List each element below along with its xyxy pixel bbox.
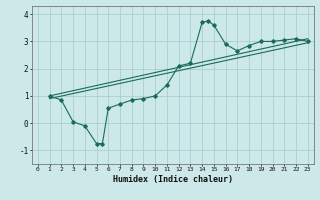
X-axis label: Humidex (Indice chaleur): Humidex (Indice chaleur): [113, 175, 233, 184]
